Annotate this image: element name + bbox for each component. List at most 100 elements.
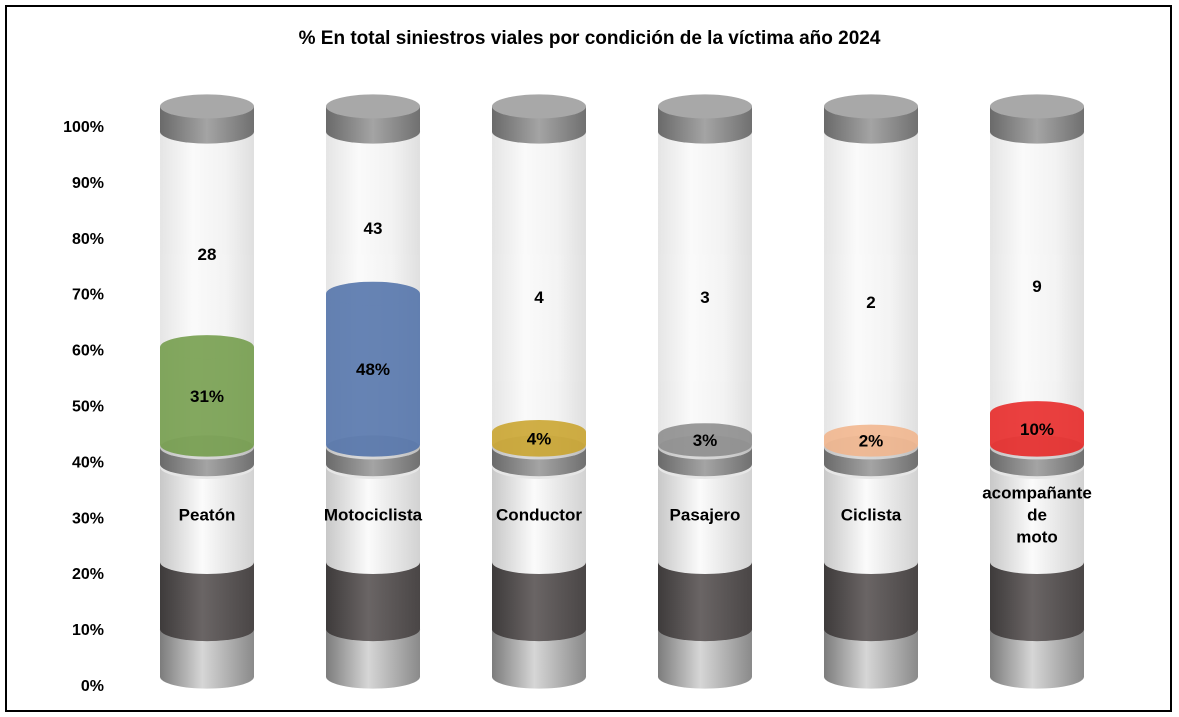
y-tick-label: 100% [63,119,104,136]
dark-segment-bottom [990,617,1084,642]
value-segment [160,335,254,457]
top-cap-bottom [492,119,586,144]
count-label: 9 [1032,277,1041,296]
top-cap [326,94,420,144]
glass-segment [492,114,586,460]
category-label: Conductor [496,506,582,525]
label-segment-body [658,466,752,563]
base-segment-bottom [990,664,1084,689]
cylinder-2: 4% 4 Conductor [492,94,586,689]
percent-label: 4% [527,429,552,448]
count-label: 43 [364,219,383,238]
chart-title: % En total siniestros viales por condici… [298,28,881,49]
base-segment-bottom [160,664,254,689]
label-segment-body [326,466,420,563]
dark-segment-bottom [658,617,752,642]
dark-segment-bottom [824,617,918,642]
value-segment-bottom [326,432,420,457]
top-cap-top [492,94,586,119]
y-tick-label: 50% [72,399,104,416]
value-segment-bottom [160,432,254,457]
dark-segment-bottom [492,617,586,642]
top-cap-top [824,94,918,119]
percent-label: 48% [356,360,390,379]
count-label: 4 [534,288,544,307]
glass-segment [658,114,752,460]
cylinder-0: 31% 28 Peatón [160,94,254,689]
ring-lower-bottom [492,452,586,477]
glass-segment-body [990,126,1084,448]
base-segment-bottom [658,664,752,689]
base-segment-bottom [492,664,586,689]
glass-segment [824,114,918,460]
label-segment-bottom [990,550,1084,575]
percent-label: 10% [1020,420,1054,439]
value-segment-top [824,424,918,449]
count-label: 28 [198,245,217,264]
category-label: Motociclista [324,506,423,525]
value-segment [990,401,1084,457]
label-segment-bottom [824,550,918,575]
value-segment [492,420,586,457]
y-tick-label: 40% [72,454,104,471]
top-cap-top [658,94,752,119]
top-cap [990,94,1084,144]
cylinder-4: 2% 2 Ciclista [824,94,918,689]
top-cap-top [160,94,254,119]
label-segment-bottom [326,550,420,575]
glass-segment-body [492,126,586,448]
dark-segment [990,550,1084,642]
dark-segment-bottom [160,617,254,642]
dark-segment-bottom [326,617,420,642]
top-cap-bottom [824,119,918,144]
y-tick-label: 90% [72,175,104,192]
label-segment-body [824,466,918,563]
count-label: 2 [866,293,875,312]
label-segment-body [990,466,1084,563]
category-label: acompañante [982,484,1092,503]
y-tick-label: 30% [72,510,104,527]
percent-label: 31% [190,387,224,406]
label-segment-body [160,466,254,563]
value-segment-top [658,423,752,448]
ring-lower-bottom [658,452,752,477]
y-tick-label: 70% [72,287,104,304]
y-tick-label: 60% [72,343,104,360]
category-label: Ciclista [841,506,902,525]
base-segment-bottom [824,664,918,689]
y-tick-label: 0% [81,678,104,695]
value-segment [658,423,752,457]
top-cap-bottom [990,119,1084,144]
value-segment-top [160,335,254,360]
value-segment [824,424,918,457]
value-segment-body [160,347,254,445]
value-segment-top [326,281,420,306]
ring-lower-bottom [990,452,1084,477]
top-cap-bottom [160,119,254,144]
value-segment-body [326,293,420,445]
top-cap [492,94,586,144]
category-label: de [1027,506,1047,525]
ring-lower-bottom [824,452,918,477]
top-cap-bottom [326,119,420,144]
value-segment-top [990,401,1084,426]
value-segment [326,281,420,457]
cylinder-3: 3% 3 Pasajero [658,94,752,689]
label-segment-bottom [658,550,752,575]
percent-label: 3% [693,431,718,450]
top-cap-bottom [658,119,752,144]
category-label: Peatón [179,506,236,525]
top-cap-top [326,94,420,119]
top-cap-top [990,94,1084,119]
top-cap [160,94,254,144]
label-segment-bottom [492,550,586,575]
y-tick-label: 10% [72,622,104,639]
percent-label: 2% [859,432,884,451]
ring-lower-bottom [160,452,254,477]
label-segment-bottom [160,550,254,575]
top-cap [658,94,752,144]
cylinder-5: 10% 9 acompañante de moto [982,94,1092,689]
value-segment-top [492,420,586,445]
ring-lower-bottom [326,452,420,477]
